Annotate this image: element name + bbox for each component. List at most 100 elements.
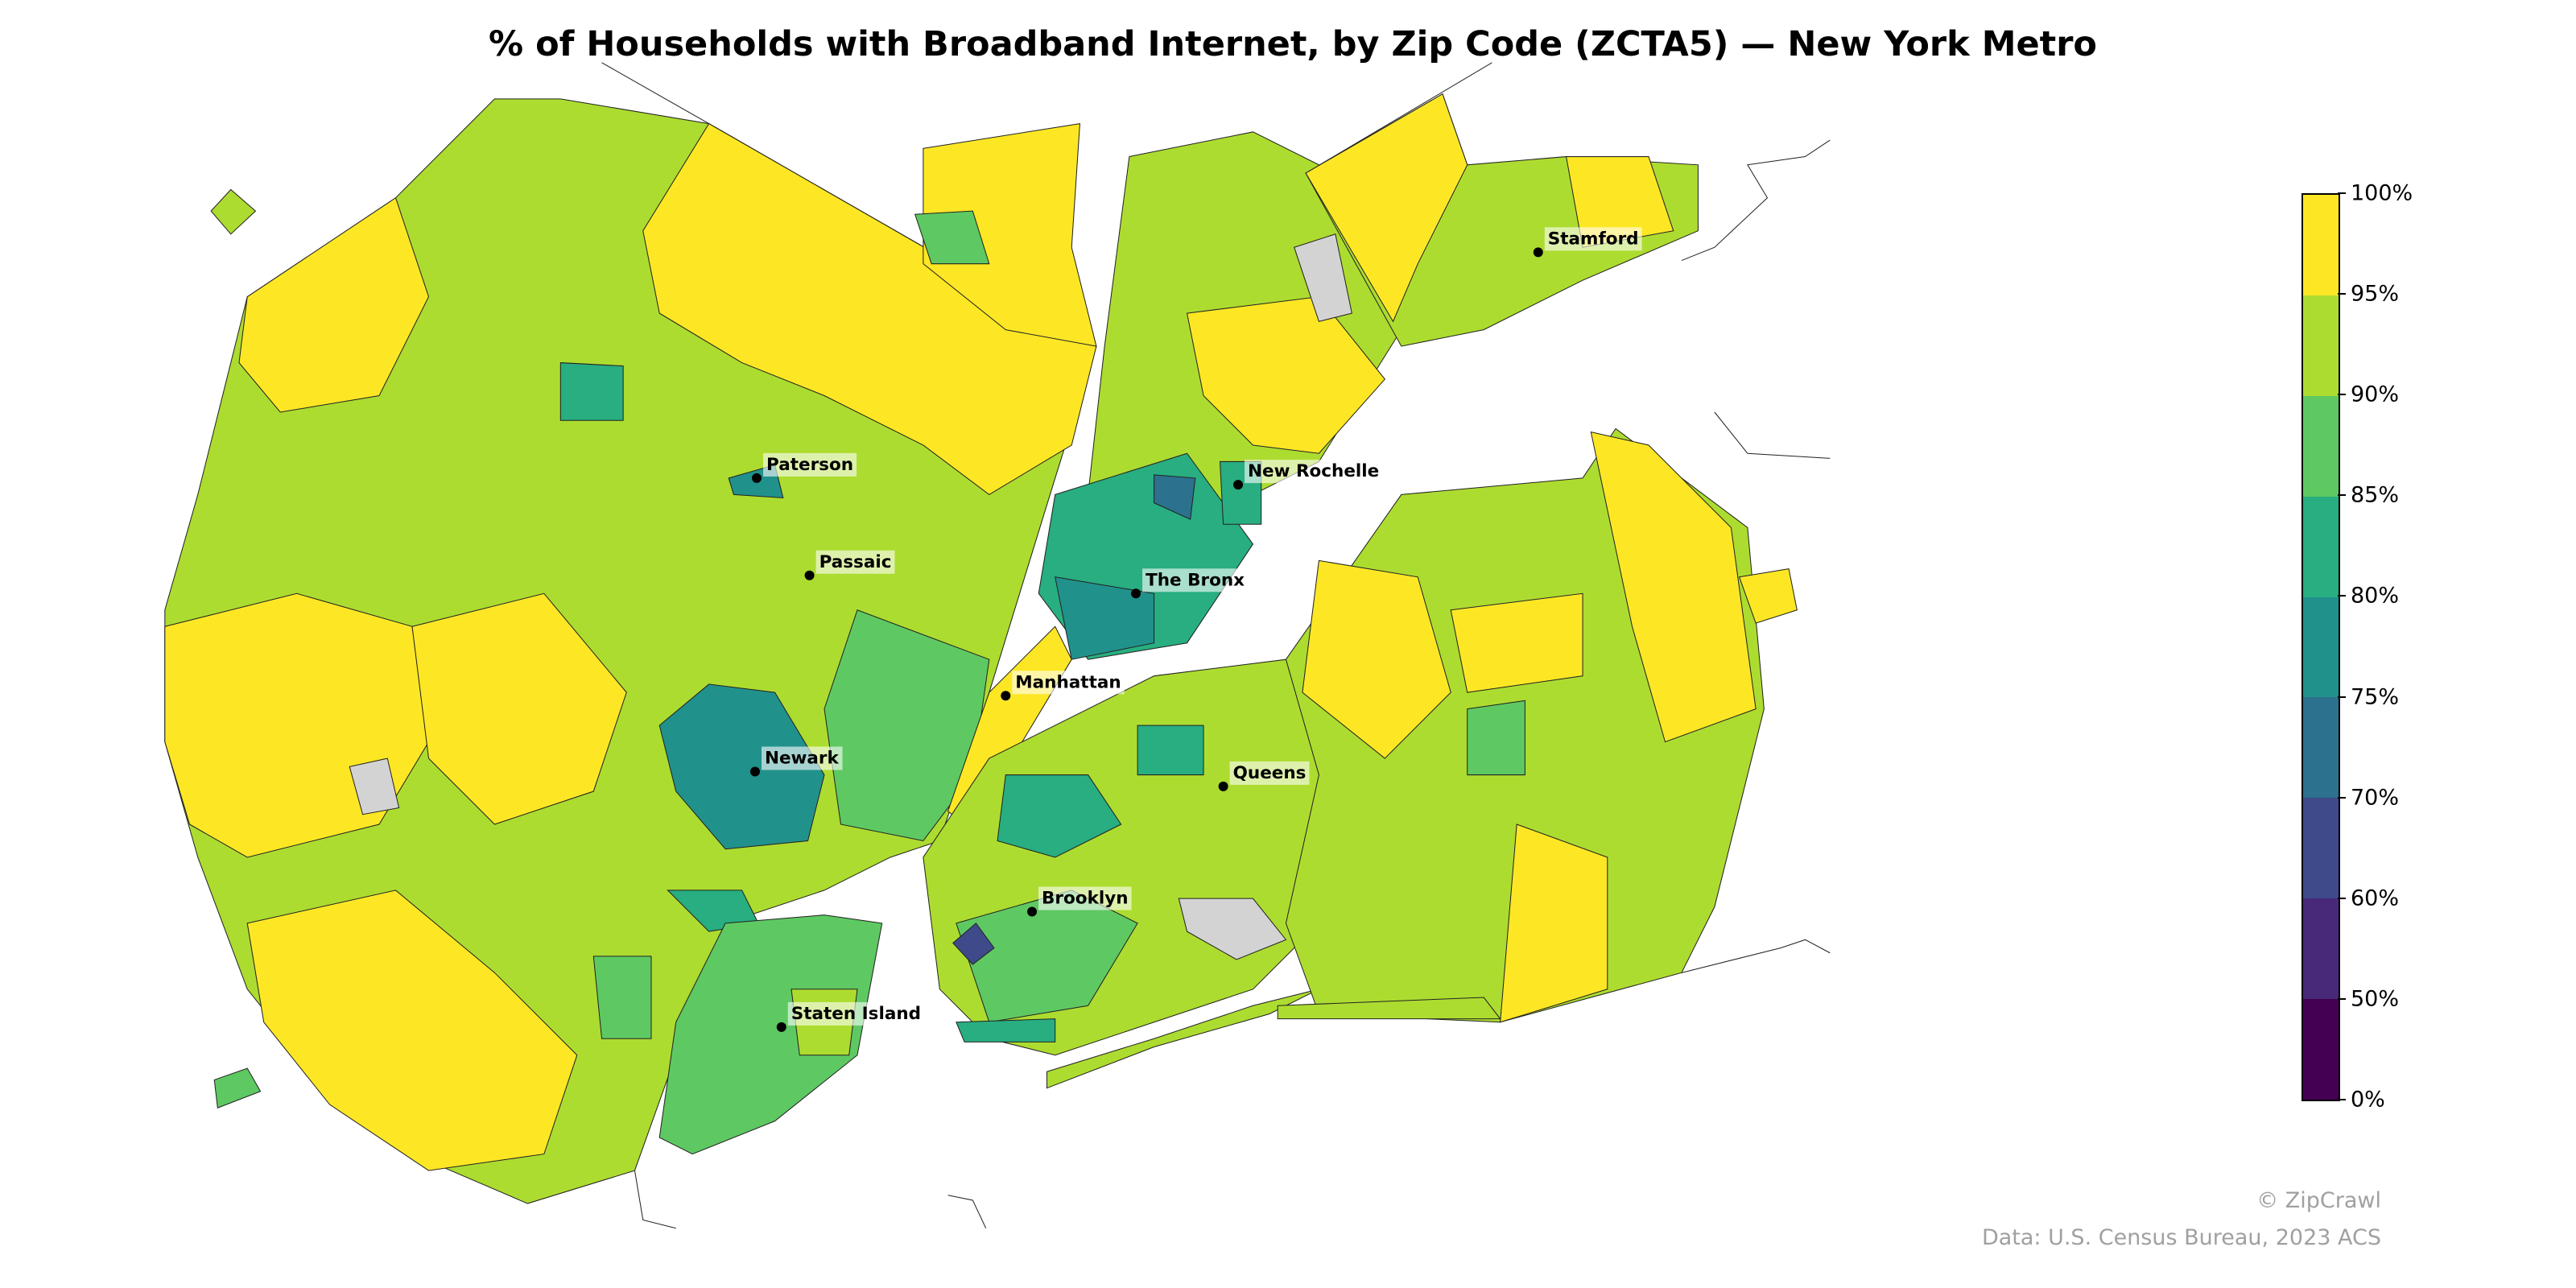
colorbar-tick-mark	[2338, 796, 2346, 799]
region-ct-east-high	[1565, 156, 1674, 248]
region-rockland-green	[914, 210, 990, 265]
city-label: Staten Island	[791, 1004, 921, 1024]
region-nj-far-west	[213, 1067, 262, 1108]
colorbar-tick-label: 75%	[2351, 684, 2400, 710]
map-title: % of Households with Broadband Internet,…	[489, 24, 2097, 64]
city-brooklyn: Brooklyn	[1027, 886, 1132, 917]
region-li-south	[1277, 997, 1501, 1020]
city-marker	[1001, 691, 1011, 701]
city-label-background	[787, 1001, 925, 1026]
region-brooklyn-low	[952, 923, 995, 965]
colorbar-bin	[2303, 798, 2339, 899]
colorbar-tick-label: 0%	[2351, 1087, 2385, 1113]
city-label-background	[1038, 886, 1132, 910]
colorbar-tick-mark	[2338, 1099, 2346, 1100]
colorbar-bin	[2303, 395, 2339, 497]
data-source-credit: Data: U.S. Census Bureau, 2023 ACS	[1981, 1225, 2381, 1250]
city-label-background	[1142, 568, 1249, 592]
region-brooklyn-teal	[956, 1018, 1056, 1042]
city-new-rochelle: New Rochelle	[1233, 460, 1383, 490]
region-nj-south-high	[246, 890, 578, 1171]
city-marker	[776, 1022, 786, 1032]
region-li-high-1	[1302, 559, 1451, 759]
region-stamford-high	[1305, 93, 1468, 323]
city-label: Passaic	[819, 552, 892, 572]
colorbar-tick-label: 100%	[2351, 180, 2413, 206]
city-passaic: Passaic	[804, 550, 895, 580]
region-queens-teal	[997, 774, 1122, 858]
colorbar-tick-mark	[2338, 293, 2346, 295]
city-newark: Newark	[749, 746, 843, 777]
city-marker	[749, 766, 760, 777]
region-rockaway	[1046, 989, 1319, 1089]
city-labels: Stamford Paterson New Rochelle Passaic The B…	[749, 227, 1642, 1032]
city-paterson: Paterson	[752, 452, 857, 483]
region-nj-north-high	[642, 122, 1097, 496]
colorbar-bin	[2303, 597, 2339, 698]
region-li-high-3	[1500, 824, 1608, 1023]
region-li-east-island	[1738, 568, 1798, 624]
colorbar-tick-mark	[2338, 494, 2346, 497]
city-marker	[1131, 588, 1141, 599]
region-bronx-south	[1055, 576, 1155, 660]
colorbar-bin	[2303, 295, 2339, 396]
city-staten-island: Staten Island	[776, 1001, 925, 1032]
region-rockland	[923, 122, 1097, 347]
city-queens: Queens	[1218, 761, 1310, 791]
city-label-background	[815, 550, 895, 574]
city-label: Queens	[1233, 763, 1307, 783]
region-nj-west-island	[210, 188, 257, 235]
city-label: The Bronx	[1146, 570, 1245, 590]
colorbar-tick-mark	[2338, 897, 2346, 899]
city-marker	[1218, 781, 1228, 791]
no-data-area	[1294, 233, 1352, 322]
city-stamford: Stamford	[1533, 227, 1642, 258]
colorbar-tick-label: 50%	[2351, 986, 2400, 1012]
colorbar-tick-label: 95%	[2351, 281, 2400, 307]
city-label-background	[1229, 761, 1310, 785]
city-label: Brooklyn	[1042, 889, 1129, 909]
city-label: New Rochelle	[1248, 461, 1379, 481]
city-marker	[804, 570, 815, 580]
colorbar-bin	[2303, 496, 2339, 597]
no-data-area	[349, 758, 400, 815]
city-marker	[1027, 906, 1038, 917]
colorbar-tick-mark	[2338, 394, 2346, 396]
region-hudson	[824, 609, 990, 842]
city-label: Stamford	[1548, 229, 1639, 249]
region-nj-central-high	[411, 592, 627, 825]
colorbar-tick-label: 70%	[2351, 785, 2400, 811]
region-nj-teal	[559, 362, 624, 421]
region-nj-northwest-high	[238, 196, 430, 413]
colorbar-tick-mark	[2338, 696, 2346, 698]
colorbar	[2301, 193, 2340, 1101]
colorbar-tick-mark	[2338, 595, 2346, 597]
region-newark	[658, 683, 825, 850]
region-bronx-low	[1154, 474, 1196, 520]
region-li-high-4	[1450, 592, 1583, 693]
region-staten-island	[658, 914, 883, 1155]
no-data-area	[1178, 898, 1287, 960]
region-li-green	[1467, 700, 1525, 776]
city-marker	[1533, 247, 1543, 258]
colorbar-tick-label: 60%	[2351, 886, 2400, 911]
copyright-credit: © ZipCrawl	[2256, 1188, 2381, 1213]
region-queens-teal-east	[1137, 724, 1204, 776]
region-li-high-2	[1590, 431, 1757, 743]
colorbar-bin	[2303, 999, 2339, 1100]
city-manhattan: Manhattan	[1001, 671, 1125, 701]
city-marker	[1233, 480, 1244, 490]
city-label: Manhattan	[1015, 672, 1121, 692]
city-label-background	[1012, 671, 1125, 695]
city-label-background	[763, 452, 857, 477]
colorbar-bin	[2303, 697, 2339, 799]
colorbar-tick-mark	[2338, 192, 2346, 194]
colorbar-tick-label: 90%	[2351, 382, 2400, 407]
colorbar-tick-label: 85%	[2351, 482, 2400, 508]
colorbar-bin	[2303, 898, 2339, 1000]
city-label-background	[1245, 460, 1383, 484]
city-the-bronx: The Bronx	[1131, 568, 1249, 599]
city-label: Paterson	[766, 455, 853, 475]
city-label-background	[1544, 227, 1642, 251]
